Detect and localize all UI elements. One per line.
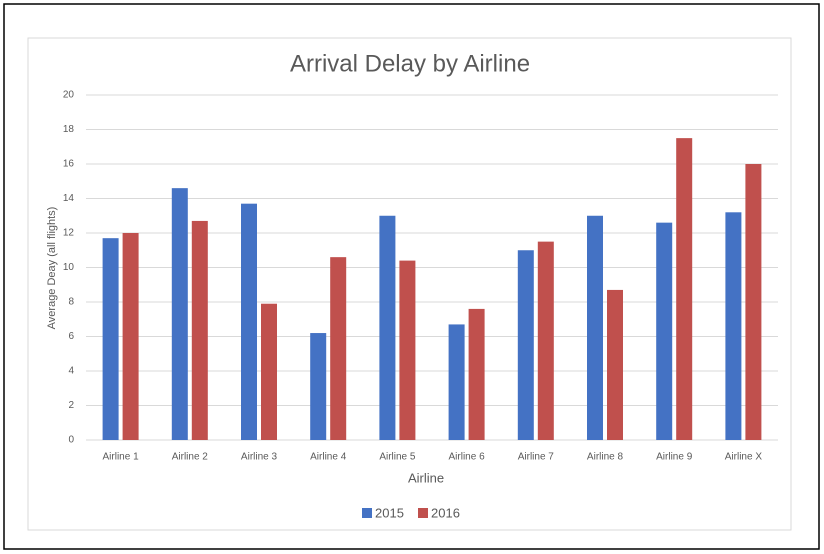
x-tick-label: Airline 4 <box>310 452 347 463</box>
y-tick-label: 20 <box>63 90 75 101</box>
bar <box>676 138 693 440</box>
x-tick-label: Airline 2 <box>172 452 209 463</box>
bar <box>191 220 208 440</box>
x-tick-label: Airline 6 <box>449 452 486 463</box>
y-tick-label: 8 <box>68 297 74 308</box>
bar <box>261 303 277 440</box>
y-tick-label: 18 <box>63 124 75 135</box>
bar <box>330 257 347 440</box>
legend-label: 2015 <box>375 505 404 520</box>
y-tick-label: 12 <box>63 228 75 239</box>
bar <box>537 241 554 440</box>
bar <box>310 333 327 440</box>
bar <box>448 324 465 440</box>
bar <box>379 215 396 440</box>
y-tick-label: 0 <box>68 435 74 446</box>
y-tick-label: 6 <box>68 331 74 342</box>
y-tick-label: 4 <box>68 366 74 377</box>
bar <box>656 222 673 440</box>
bar <box>745 164 762 440</box>
bar <box>587 215 603 440</box>
x-tick-label: Airline 9 <box>656 452 693 463</box>
y-tick-label: 16 <box>63 159 75 170</box>
bar <box>725 212 742 440</box>
bar <box>517 250 534 440</box>
x-tick-label: Airline 8 <box>587 452 624 463</box>
bar <box>607 289 623 440</box>
x-tick-label: Airline 5 <box>379 452 416 463</box>
x-tick-label: Airline X <box>725 452 763 463</box>
legend-swatch <box>418 508 428 518</box>
legend-label: 2016 <box>431 505 460 520</box>
x-tick-label: Airline 7 <box>518 452 555 463</box>
bar <box>399 260 416 440</box>
bar <box>122 233 139 440</box>
bar <box>241 203 257 440</box>
x-tick-label: Airline 3 <box>241 452 278 463</box>
bar <box>468 308 485 440</box>
chart-title: Arrival Delay by Airline <box>290 50 530 77</box>
y-tick-label: 14 <box>63 193 75 204</box>
x-axis-label: Airline <box>408 470 444 485</box>
y-tick-label: 10 <box>63 262 75 273</box>
y-tick-label: 2 <box>68 400 74 411</box>
x-tick-label: Airline 1 <box>103 452 140 463</box>
bar <box>171 188 188 440</box>
y-axis-label: Average Deay (all flights) <box>46 207 58 330</box>
legend-swatch <box>362 508 372 518</box>
bar <box>102 238 119 440</box>
